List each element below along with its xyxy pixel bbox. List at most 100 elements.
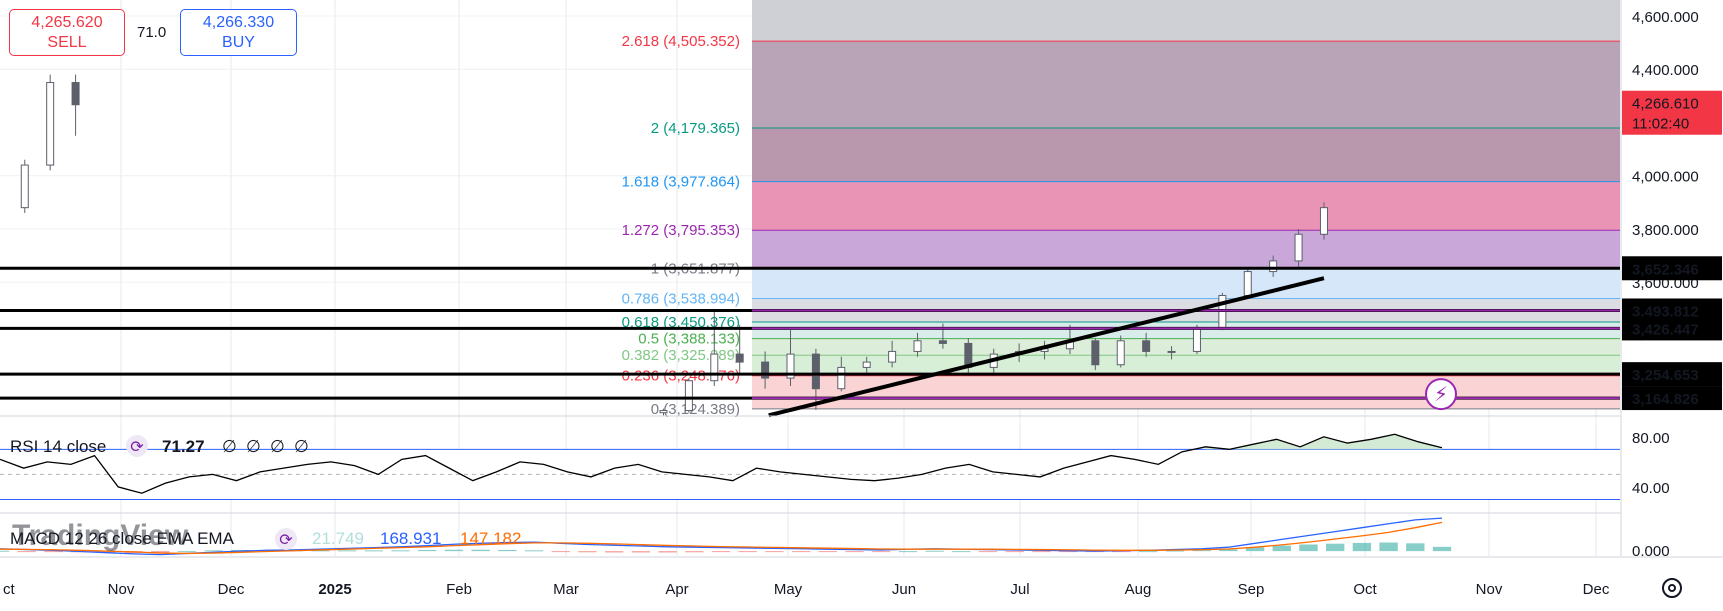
candle-body — [684, 380, 693, 412]
candle-body — [837, 366, 846, 390]
macd-histogram-bar — [311, 550, 330, 552]
sell-label: SELL — [47, 34, 87, 51]
macd-histogram-bar — [1192, 550, 1211, 552]
sell-button[interactable]: 4,265.620 SELL — [9, 9, 125, 56]
gear-icon[interactable] — [1662, 578, 1682, 598]
fib-level-label: 0.236 (3,248.876) — [622, 368, 740, 385]
candle-body — [888, 350, 897, 363]
macd-histogram-bar — [1112, 551, 1131, 553]
fib-zone — [752, 375, 1620, 409]
price-label-bg — [1622, 386, 1722, 411]
trendline[interactable] — [768, 276, 1325, 418]
last-price-label: 4,266.610 — [1632, 96, 1699, 113]
macd-histogram-bar — [1379, 542, 1398, 552]
trendline-segment[interactable] — [768, 276, 1325, 418]
candle-body — [1116, 340, 1125, 366]
candle-body — [710, 353, 719, 382]
macd-tick-label: 0.000 — [1632, 543, 1670, 560]
refresh-icon-bg[interactable] — [126, 435, 148, 457]
price-axis[interactable]: 4,600.0004,400.0004,000.0003,800.0003,60… — [1620, 0, 1723, 560]
macd-line — [0, 517, 1443, 556]
macd-histogram-bar — [551, 551, 570, 553]
candle-body — [71, 82, 80, 106]
macd-histogram-bar — [444, 549, 464, 552]
macd-histogram-bar — [1326, 543, 1345, 552]
fib-zone-top — [752, 0, 1620, 42]
buy-price: 4,266.330 — [202, 14, 275, 31]
macd-histogram-bar — [1219, 549, 1238, 552]
macd-histogram-bar — [952, 551, 971, 553]
fib-level-label: 0.786 (3,538.994) — [622, 290, 740, 307]
macd-histogram-bar — [765, 551, 784, 553]
fibonacci-zones — [752, 0, 1620, 410]
macd-histogram-bar — [524, 550, 544, 552]
candle-body — [862, 361, 871, 368]
time-tick-label: Mar — [553, 581, 579, 598]
fib-zone — [752, 322, 1620, 339]
macd-histogram-bar — [151, 551, 170, 553]
candle-body — [811, 353, 820, 390]
candle-body — [938, 340, 947, 344]
fib-level-label: 2.618 (4,505.352) — [622, 33, 740, 50]
time-tick-label: Aug — [1125, 581, 1152, 598]
horizontal-lines[interactable]: ⚡ — [0, 266, 1620, 411]
lightning-icon: ⚡ — [1434, 382, 1448, 406]
candle-body — [761, 361, 770, 379]
rsi-tick-label: 40.00 — [1632, 480, 1670, 497]
buy-button[interactable]: 4,266.330 BUY — [180, 9, 297, 56]
macd-histogram-bar — [17, 551, 36, 553]
countdown-label: 11:02:40 — [1632, 116, 1689, 133]
macd-histogram-bar — [204, 550, 223, 552]
rsi-title: RSI 14 close — [10, 437, 106, 456]
price-label: 3,652.346 — [1632, 261, 1699, 278]
macd-histogram-bar — [1245, 547, 1265, 552]
horizontal-gridlines — [0, 15, 752, 283]
macd-histogram-bar — [1299, 544, 1318, 552]
rsi-line — [0, 433, 1443, 494]
macd-histogram-bar — [337, 550, 357, 552]
macd-histogram-bar — [845, 551, 864, 553]
time-tick-label: Jun — [892, 581, 916, 598]
price-tick-label: 4,000.000 — [1632, 169, 1699, 186]
candle-body — [1319, 207, 1328, 235]
macd-histogram-bar — [1032, 551, 1051, 553]
candle-body — [1091, 340, 1100, 366]
fib-zone — [752, 355, 1620, 376]
time-axis[interactable]: ct Nov Dec 2025 Feb Mar Apr May Jun Jul Aug Sep Oct N… — [0, 556, 1723, 611]
alert-icon[interactable] — [1425, 378, 1457, 411]
macd-histogram-bar — [978, 551, 998, 553]
time-tick-label: Feb — [446, 581, 472, 598]
price-label-bg — [1622, 316, 1722, 341]
price-tick-label: 3,800.000 — [1632, 222, 1699, 239]
refresh-icon: ⟳ — [130, 437, 144, 456]
macd-histogram-bar — [658, 551, 677, 553]
time-tick-label: Dec — [1583, 581, 1610, 598]
fib-zone — [752, 338, 1620, 356]
price-tick-label: 4,600.000 — [1632, 9, 1699, 26]
candle-body — [46, 82, 55, 166]
macd-histogram-bar — [1272, 545, 1291, 552]
macd-histogram-bar — [97, 551, 116, 553]
fib-level-label: 0 (3,124.389) — [651, 401, 740, 418]
time-tick-label: Dec — [218, 581, 245, 598]
macd-legend-value: 21.749 — [312, 529, 364, 548]
fib-zone — [752, 181, 1620, 231]
macd-panel: MACD 12 26 close EMA EMA ⟳ 21.749 168.931 14… — [0, 512, 1723, 556]
time-axis-background — [0, 557, 1723, 611]
macd-histogram-bar — [898, 551, 918, 553]
macd-histogram-bar — [925, 550, 944, 552]
fib-level-label: 2 (4,179.365) — [651, 120, 740, 137]
candle-body — [20, 164, 29, 209]
macd-histogram-bar — [711, 551, 731, 553]
fib-level-label: 0.618 (3,450.376) — [622, 314, 740, 331]
macd-histogram-bar — [44, 551, 63, 553]
macd-histogram-bar — [631, 551, 651, 553]
rsi-extra-value: ∅ — [294, 437, 309, 456]
fib-zone — [752, 127, 1620, 182]
refresh-icon-bg[interactable] — [275, 528, 297, 550]
rsi-extra-value: ∅ — [246, 437, 261, 456]
watermark-logo: TradingView — [12, 519, 189, 552]
price-label: 3,254.653 — [1632, 367, 1699, 384]
macd-histogram-bar — [391, 550, 410, 552]
